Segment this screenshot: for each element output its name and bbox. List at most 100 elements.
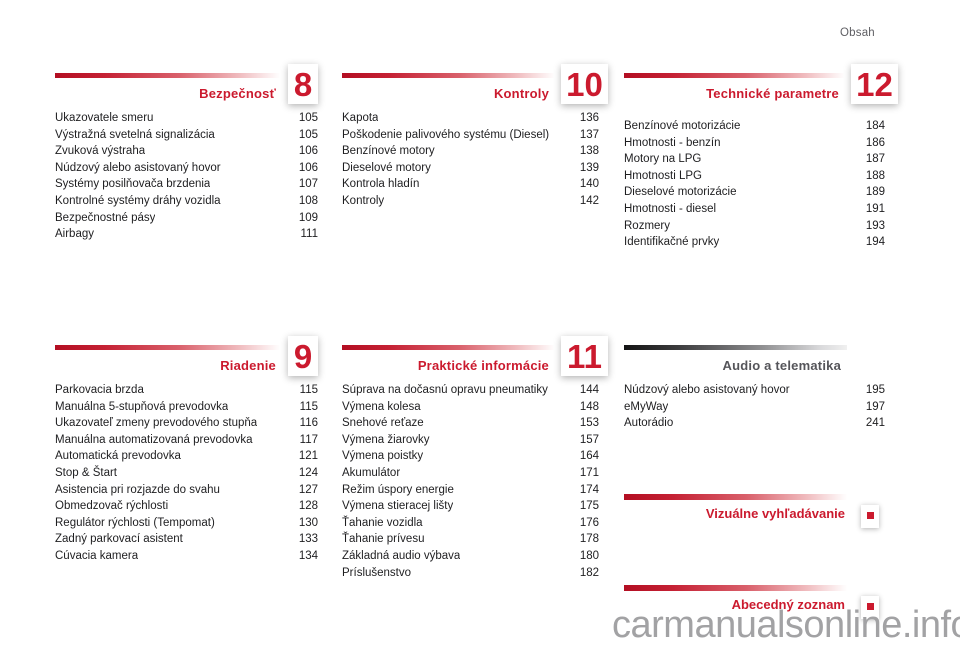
- toc-item: Benzínové motory 138: [342, 143, 608, 160]
- section-audio-telematika: Audio a telematika Núdzový alebo asistov…: [624, 336, 898, 432]
- toc-item-label: Identifikačné prvky: [624, 236, 720, 249]
- toc-item-label: Automatická prevodovka: [55, 450, 181, 463]
- toc-item-page: 138: [579, 145, 599, 158]
- section-header: Praktické informácie 11: [342, 336, 608, 382]
- toc-item-label: Hmotnosti LPG: [624, 169, 702, 182]
- toc-list-kontroly: Kapota 136 Poškodenie palivového systému (…: [342, 110, 608, 210]
- toc-item-label: Ťahanie prívesu: [342, 533, 425, 546]
- section-gradient-bar-gray: [624, 345, 847, 350]
- toc-item-label: eMyWay: [624, 400, 669, 413]
- toc-item-label: Motory na LPG: [624, 153, 702, 166]
- section-gradient-bar: [624, 585, 847, 591]
- toc-item-page: 176: [579, 516, 599, 529]
- toc-item: Cúvacia kamera 134: [55, 548, 318, 565]
- toc-item-label: Benzínové motory: [342, 145, 435, 158]
- toc-item: Hmotnosti LPG 188: [624, 168, 898, 185]
- toc-item-label: Kapota: [342, 112, 379, 124]
- toc-item-page: 197: [865, 400, 885, 413]
- toc-item-page: 187: [865, 153, 885, 166]
- toc-item-page: 109: [298, 211, 318, 224]
- toc-item-page: 105: [298, 128, 318, 141]
- toc-item: Núdzový alebo asistovaný hovor 195: [624, 382, 898, 399]
- toc-item: Bezpečnostné pásy 109: [55, 210, 318, 227]
- visual-search-title: Vizuálne vyhľadávanie: [705, 506, 845, 521]
- section-title: Kontroly: [493, 86, 549, 101]
- toc-item-page: 106: [298, 161, 318, 174]
- toc-item-page: 186: [865, 136, 885, 149]
- toc-item-label: Cúvacia kamera: [55, 549, 139, 562]
- section-gradient-bar: [342, 73, 555, 78]
- toc-item: Výmena stieracej lišty 175: [342, 498, 608, 515]
- toc-item-label: Systémy posilňovača brzdenia: [55, 178, 211, 191]
- toc-item: Parkovacia brzda 115: [55, 382, 318, 399]
- toc-item-page: 182: [579, 566, 599, 579]
- toc-item-page: 193: [865, 219, 885, 232]
- toc-item-page: 136: [579, 112, 599, 124]
- toc-item-page: 107: [298, 178, 318, 191]
- toc-item-page: 142: [579, 194, 599, 207]
- toc-item: Regulátor rýchlosti (Tempomat) 130: [55, 515, 318, 532]
- section-bezpecnost: Bezpečnosť 8 Ukazovatele smeru 105 Výstraž…: [55, 64, 318, 243]
- toc-item-page: 116: [299, 417, 318, 430]
- toc-item-label: Hmotnosti - diesel: [624, 202, 717, 215]
- toc-item-label: Výstražná svetelná signalizácia: [55, 128, 215, 141]
- section-gradient-bar: [624, 494, 847, 500]
- toc-item-page: 164: [579, 450, 599, 463]
- toc-item: Súprava na dočasnú opravu pneumatiky 144: [342, 382, 608, 399]
- toc-item-label: Obmedzovač rýchlosti: [55, 500, 169, 513]
- toc-item-page: 184: [865, 120, 885, 132]
- toc-item: Kapota 136: [342, 110, 608, 127]
- section-header: Riadenie 9: [55, 336, 318, 382]
- toc-item-label: Výmena kolesa: [342, 400, 421, 413]
- toc-item: Výstražná svetelná signalizácia 105: [55, 127, 318, 144]
- toc-item: Automatická prevodovka 121: [55, 448, 318, 465]
- section-title: Bezpečnosť: [199, 86, 276, 101]
- toc-item-page: 117: [299, 433, 318, 446]
- toc-item-label: Ukazovatele smeru: [55, 112, 154, 124]
- section-gradient-bar: [342, 345, 555, 350]
- section-gradient-bar: [55, 345, 280, 350]
- page-marker-box: [861, 596, 879, 619]
- toc-item-page: 188: [865, 169, 885, 182]
- toc-item-label: Parkovacia brzda: [55, 384, 144, 396]
- toc-item-page: 189: [865, 186, 885, 199]
- toc-item-label: Príslušenstvo: [342, 566, 412, 579]
- section-title: Audio a telematika: [722, 358, 841, 373]
- toc-item-label: Súprava na dočasnú opravu pneumatiky: [342, 384, 548, 396]
- toc-item: Výmena žiarovky 157: [342, 432, 608, 449]
- toc-item-label: Rozmery: [624, 219, 671, 232]
- toc-item: Airbagy 111: [55, 226, 318, 243]
- toc-item: Príslušenstvo 182: [342, 565, 608, 582]
- section-header: Audio a telematika: [624, 336, 898, 382]
- toc-item: Identifikačné prvky 194: [624, 234, 898, 251]
- toc-item: Dieselové motory 139: [342, 160, 608, 177]
- toc-item-page: 194: [865, 236, 885, 249]
- toc-item-label: Núdzový alebo asistovaný hovor: [55, 161, 221, 174]
- section-gradient-bar: [55, 73, 280, 78]
- alphabetical-index-title: Abecedný zoznam: [731, 597, 845, 612]
- toc-item-page: 157: [579, 433, 599, 446]
- toc-item-label: Airbagy: [55, 228, 94, 241]
- toc-item-label: Manuálna automatizovaná prevodovka: [55, 433, 253, 446]
- section-title: Praktické informácie: [417, 358, 549, 373]
- toc-item-label: Režim úspory energie: [342, 483, 454, 496]
- toc-list-audio: Núdzový alebo asistovaný hovor 195 eMyWay 1…: [624, 382, 898, 432]
- toc-item-label: Výmena stieracej lišty: [342, 500, 454, 513]
- toc-item: Manuálna 5-stupňová prevodovka 115: [55, 399, 318, 416]
- toc-item: Núdzový alebo asistovaný hovor 106: [55, 160, 318, 177]
- toc-item-page: 171: [579, 466, 599, 479]
- toc-item: Stop & Štart 124: [55, 465, 318, 482]
- toc-item-page: 195: [865, 384, 885, 396]
- toc-item-label: Ukazovateľ zmeny prevodového stupňa: [55, 417, 258, 430]
- toc-item-page: 140: [579, 178, 599, 191]
- toc-item-label: Manuálna 5-stupňová prevodovka: [55, 400, 229, 413]
- toc-item: eMyWay 197: [624, 399, 898, 416]
- toc-item: Rozmery 193: [624, 218, 898, 235]
- toc-item-label: Akumulátor: [342, 466, 401, 479]
- chapter-number-badge: 9: [288, 336, 318, 376]
- toc-item: Základná audio výbava 180: [342, 548, 608, 565]
- red-square-marker: [866, 602, 874, 610]
- toc-item: Kontrola hladín 140: [342, 176, 608, 193]
- section-title: Riadenie: [220, 358, 276, 373]
